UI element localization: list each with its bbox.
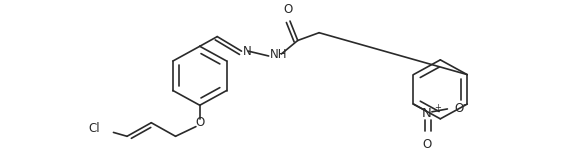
Text: O: O [454,102,463,115]
Text: O: O [283,3,292,16]
Text: O: O [423,138,432,151]
Text: NH: NH [270,48,287,61]
Text: O: O [195,116,204,129]
Text: Cl: Cl [88,122,100,135]
Text: -: - [463,99,467,109]
Text: +: + [434,103,441,112]
Text: N: N [243,45,251,58]
Text: N: N [422,107,432,120]
